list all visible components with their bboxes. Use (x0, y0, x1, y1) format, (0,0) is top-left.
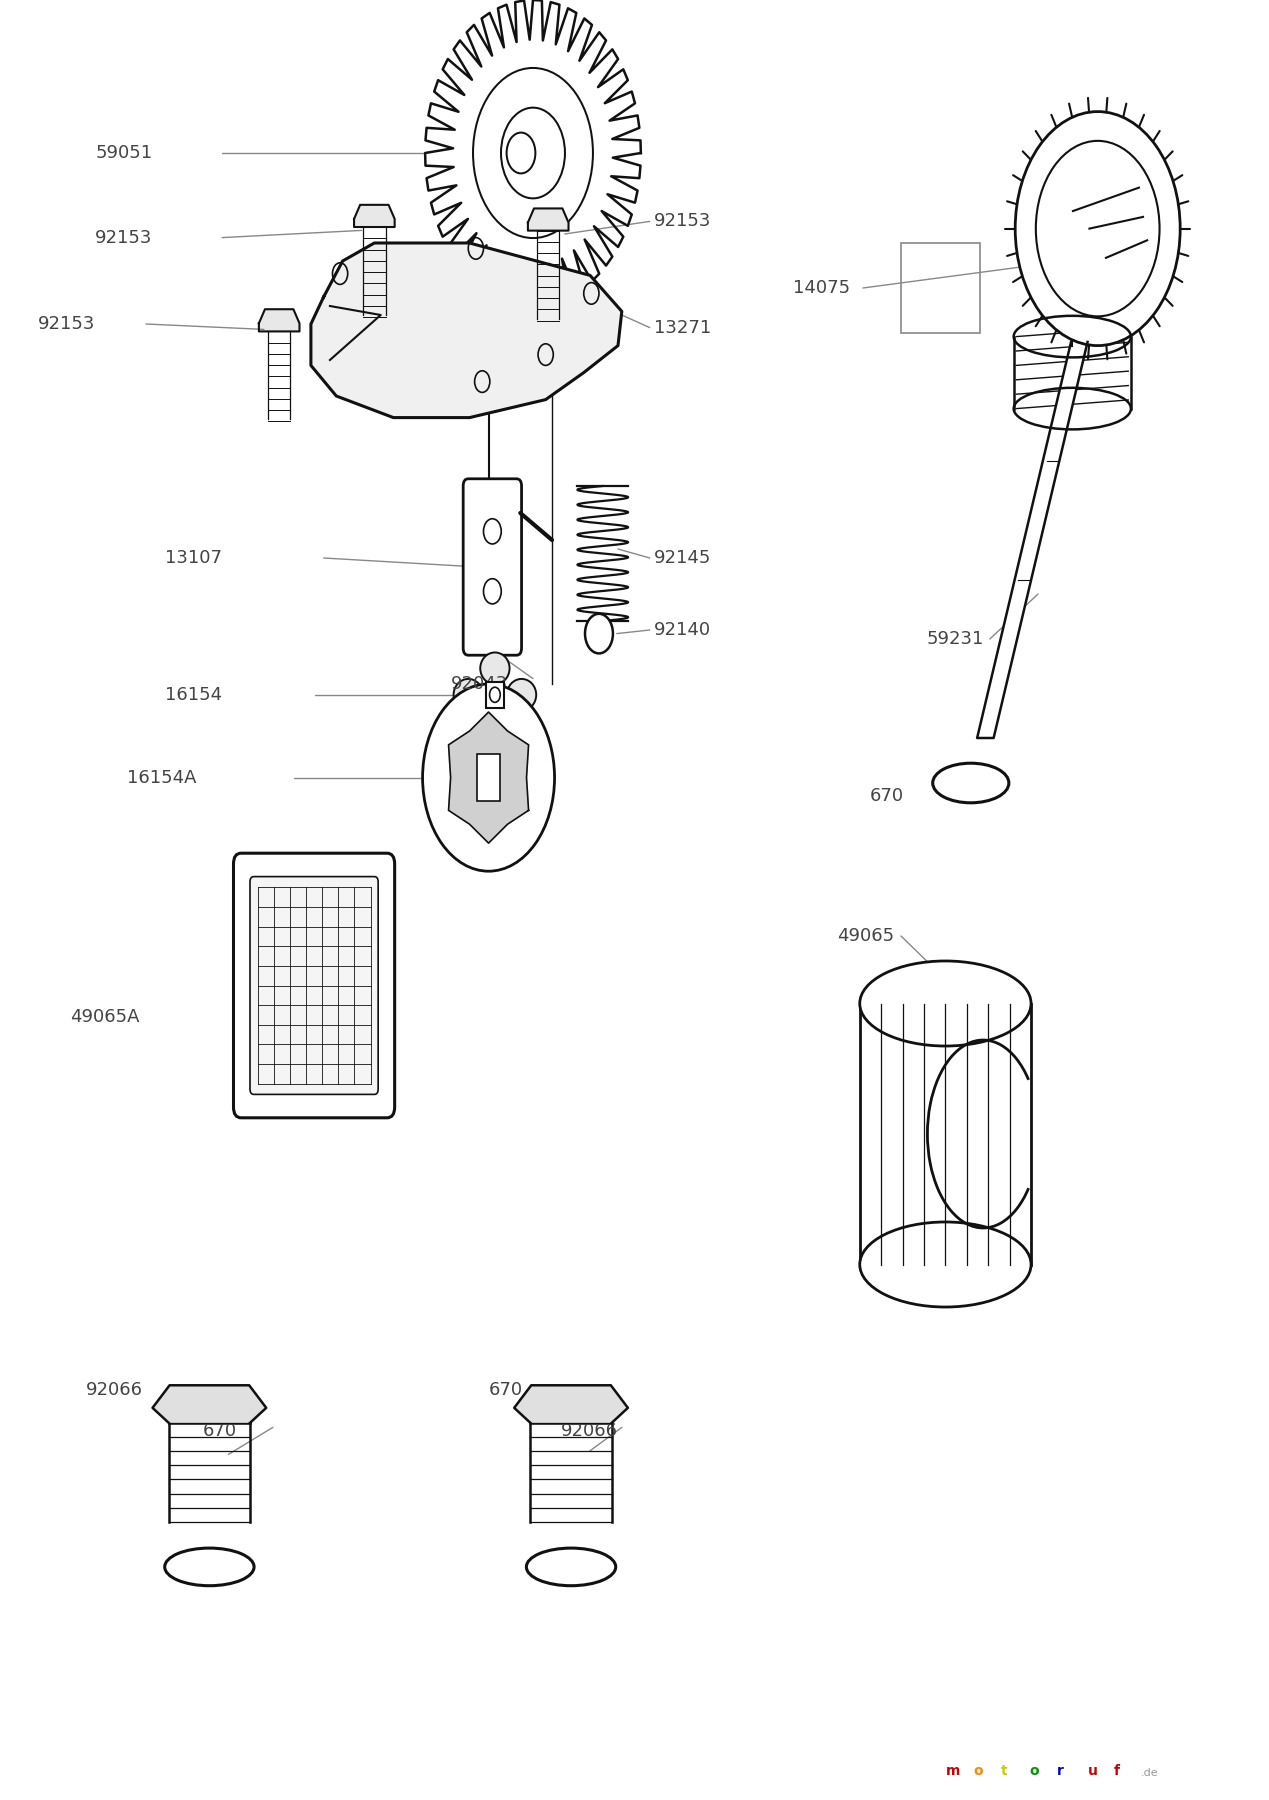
Polygon shape (354, 205, 395, 227)
Text: 92153: 92153 (654, 212, 711, 230)
Text: 92066: 92066 (561, 1422, 618, 1440)
Text: 92153: 92153 (38, 315, 95, 333)
Polygon shape (152, 1386, 266, 1422)
Ellipse shape (480, 706, 510, 738)
Bar (486, 682, 504, 707)
Polygon shape (514, 1386, 628, 1422)
Ellipse shape (506, 679, 537, 711)
Text: o: o (1029, 1764, 1039, 1778)
Text: 92153: 92153 (95, 229, 152, 247)
Text: u: u (1088, 1764, 1098, 1778)
Text: 92140: 92140 (654, 621, 711, 639)
Bar (859, 1004, 1030, 1264)
Polygon shape (528, 209, 569, 230)
Ellipse shape (859, 961, 1030, 1046)
Text: 49065: 49065 (838, 927, 895, 945)
Ellipse shape (480, 652, 510, 684)
Polygon shape (977, 342, 1088, 738)
Circle shape (423, 684, 555, 871)
Text: 670: 670 (203, 1422, 237, 1440)
Text: .de: .de (1141, 1768, 1159, 1778)
FancyBboxPatch shape (233, 853, 395, 1118)
Text: f: f (1114, 1764, 1121, 1778)
Text: 13271: 13271 (654, 319, 711, 337)
Text: 59051: 59051 (95, 144, 152, 162)
Text: 92145: 92145 (654, 549, 711, 567)
Text: o: o (973, 1764, 983, 1778)
Polygon shape (259, 310, 299, 331)
Text: 14075: 14075 (793, 279, 850, 297)
Text: 670: 670 (869, 787, 904, 805)
Ellipse shape (859, 1222, 1030, 1307)
Polygon shape (425, 0, 641, 306)
Ellipse shape (933, 763, 1009, 803)
Text: r: r (1057, 1764, 1063, 1778)
Bar (901, 243, 980, 333)
Text: 59231: 59231 (926, 630, 983, 648)
Text: 670: 670 (489, 1381, 523, 1399)
Text: 49065A: 49065A (70, 1008, 140, 1026)
Text: 92043: 92043 (450, 675, 508, 693)
Circle shape (1015, 112, 1180, 346)
Polygon shape (448, 713, 529, 842)
Ellipse shape (527, 1548, 615, 1586)
Text: m: m (945, 1764, 959, 1778)
FancyBboxPatch shape (250, 877, 378, 1094)
Ellipse shape (165, 1548, 254, 1586)
Bar (477, 754, 500, 801)
Text: 16154A: 16154A (127, 769, 197, 787)
Text: 16154: 16154 (165, 686, 222, 704)
Text: 13107: 13107 (165, 549, 222, 567)
Polygon shape (311, 243, 622, 418)
Circle shape (585, 614, 613, 653)
FancyBboxPatch shape (463, 479, 522, 655)
Text: 92066: 92066 (86, 1381, 143, 1399)
Text: t: t (1001, 1764, 1008, 1778)
Ellipse shape (453, 679, 483, 711)
